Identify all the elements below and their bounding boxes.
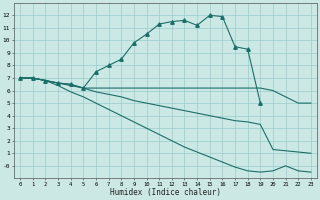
X-axis label: Humidex (Indice chaleur): Humidex (Indice chaleur)	[110, 188, 221, 197]
